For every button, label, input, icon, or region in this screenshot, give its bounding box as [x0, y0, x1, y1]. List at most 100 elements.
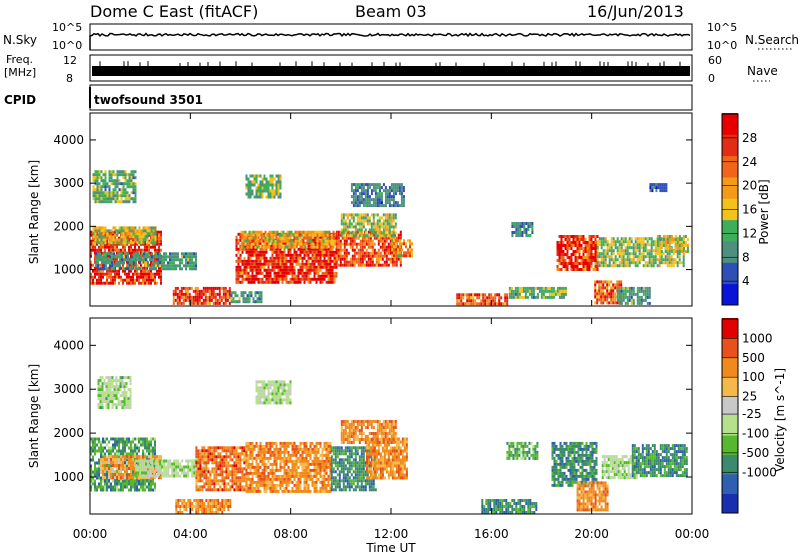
scatter-cell [103, 382, 106, 386]
scatter-cell [460, 302, 463, 306]
scatter-cell [127, 267, 129, 271]
scatter-cell [517, 222, 520, 225]
scatter-cell [263, 177, 266, 181]
scatter-cell [359, 242, 362, 246]
scatter-cell [378, 234, 381, 238]
scatter-cell [146, 455, 148, 459]
scatter-cell [120, 461, 122, 465]
scatter-cell [385, 263, 388, 267]
scatter-cell [644, 292, 647, 296]
scatter-cell [335, 236, 338, 240]
scatter-cell [153, 267, 155, 271]
scatter-cell [329, 265, 332, 269]
scatter-cell [92, 473, 94, 477]
scatter-cell [114, 245, 116, 249]
scatter-cell [566, 247, 569, 250]
scatter-cell [644, 289, 647, 293]
scatter-cell [171, 264, 173, 268]
scatter-cell [254, 230, 257, 234]
scatter-cell [391, 236, 394, 240]
scatter-cell [397, 233, 400, 237]
scatter-cell [395, 242, 397, 246]
scatter-cell [666, 261, 669, 265]
scatter-cell [251, 262, 254, 266]
scatter-cell [325, 247, 328, 251]
scatter-cell [114, 473, 116, 477]
scatter-cell [279, 256, 282, 260]
scatter-cell [122, 473, 124, 477]
scatter-cell [682, 249, 685, 253]
scatter-cell [119, 252, 121, 256]
scatter-cell [101, 261, 103, 265]
scatter-cell [132, 476, 134, 480]
scatter-cell [468, 302, 471, 306]
scatter-cell [94, 182, 97, 186]
scatter-cell [114, 278, 116, 282]
scatter-cell [222, 301, 225, 305]
scatter-cell [275, 271, 278, 275]
scatter-cell [120, 455, 122, 459]
scatter-cell [100, 176, 103, 180]
scatter-cell [94, 443, 96, 447]
scatter-cell [636, 301, 639, 305]
scatter-cell [112, 248, 114, 252]
scatter-cell [598, 289, 601, 293]
scatter-cell [261, 271, 264, 275]
scatter-cell [237, 265, 240, 269]
scatter-cell [140, 437, 142, 441]
scatter-cell [253, 177, 256, 181]
scatter-cell [270, 236, 273, 240]
scatter-cell [271, 259, 274, 263]
scatter-cell [343, 245, 346, 249]
scatter-cell [403, 254, 405, 258]
scatter-cell [195, 258, 197, 262]
scatter-cell [263, 189, 266, 193]
scatter-cell [135, 267, 137, 271]
scatter-cell [359, 257, 362, 261]
scatter-cell [594, 268, 597, 271]
scatter-cell [144, 479, 146, 483]
scatter-cell [385, 248, 388, 252]
scatter-cell [122, 458, 124, 462]
scatter-cell [148, 241, 151, 245]
scatter-cell [275, 265, 278, 269]
freq-tick-high: 12 [63, 54, 77, 67]
scatter-cell [296, 236, 299, 240]
scatter-cell [116, 470, 118, 474]
scatter-cell [127, 261, 129, 265]
scatter-cell [134, 473, 136, 477]
scatter-cell [146, 269, 148, 273]
scatter-cell [235, 241, 238, 245]
scatter-cell [512, 292, 515, 296]
scatter-cell [391, 239, 393, 243]
scatter-cell [237, 271, 240, 275]
scatter-cell [540, 295, 543, 299]
scatter-cell [132, 191, 135, 195]
scatter-cell [378, 195, 381, 199]
scatter-cell [265, 268, 268, 272]
scatter-cell [648, 249, 651, 253]
scatter-cell [365, 236, 368, 240]
scatter-cell [374, 231, 377, 235]
scatter-cell [562, 250, 565, 253]
scatter-cell [146, 235, 149, 239]
scatter-cell [313, 262, 316, 266]
scatter-cell [149, 255, 151, 259]
scatter-cell [130, 241, 133, 245]
scatter-cell [267, 274, 270, 278]
scatter-cell [360, 228, 363, 232]
scatter-cell [390, 195, 393, 199]
scatter-cell [128, 281, 130, 285]
scatter-cell [602, 295, 605, 299]
scatter-cell [106, 482, 108, 486]
scatter-cell [96, 197, 99, 201]
scatter-cell [92, 173, 95, 177]
scatter-cell [148, 269, 150, 273]
scatter-cell [154, 449, 156, 453]
scatter-cell [100, 238, 103, 242]
scatter-cell [116, 449, 118, 453]
scatter-cell [682, 264, 685, 268]
scatter-cell [112, 446, 114, 450]
scatter-cell [381, 236, 384, 240]
